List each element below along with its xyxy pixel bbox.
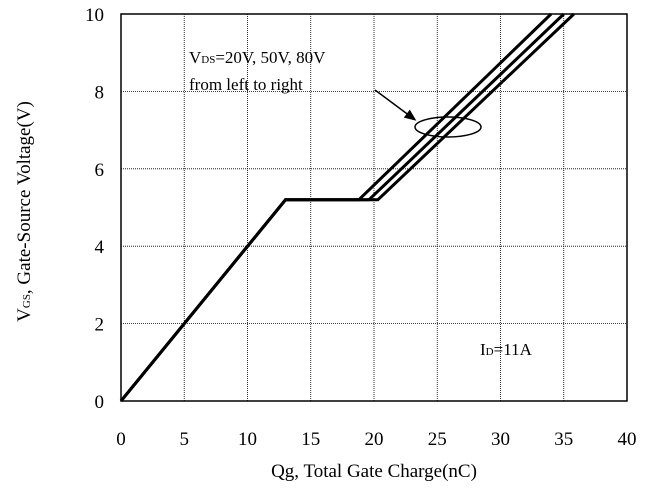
y-tick-labels: 0 2 4 6 8 10 [85, 5, 105, 413]
x-tick-label: 10 [238, 429, 257, 450]
series-line [119, 12, 575, 402]
annotations: VDS=20V, 50V, 80V from left to right ID=… [189, 48, 533, 359]
series-line [119, 12, 553, 402]
y-tick-label: 2 [95, 315, 105, 336]
annotation-ellipse [414, 116, 482, 138]
x-tick-label: 15 [301, 429, 320, 450]
x-tick-label: 20 [365, 429, 384, 450]
x-tick-label: 5 [180, 429, 190, 450]
vds-annotation-main: V [189, 48, 202, 67]
x-tick-label: 0 [116, 429, 126, 450]
id-annotation: ID=11A [480, 340, 533, 359]
y-tick-label: 4 [95, 237, 105, 258]
y-axis-title-rest: , Gate-Source Voltage(V) [14, 101, 35, 294]
vds-annotation-rest: =20V, 50V, 80V [215, 48, 326, 67]
annotation-arrowhead [403, 109, 417, 121]
grid [121, 14, 627, 401]
y-axis-title-sub: GS [21, 294, 33, 308]
x-tick-labels: 0 5 10 15 20 25 30 35 40 [116, 429, 636, 450]
series-layer [119, 12, 575, 402]
y-axis-title: VGS, Gate-Source Voltage(V) [14, 101, 35, 322]
vds-annotation-sub: DS [201, 54, 215, 66]
y-tick-label: 10 [85, 5, 104, 26]
vds-annotation: VDS=20V, 50V, 80V [189, 48, 326, 67]
x-tick-label: 35 [554, 429, 573, 450]
order-annotation: from left to right [189, 75, 303, 94]
y-tick-label: 0 [95, 392, 105, 413]
x-tick-label: 30 [491, 429, 510, 450]
y-axis-title-main: V [14, 308, 35, 322]
plot-frame [120, 13, 628, 402]
id-annotation-rest: =11A [494, 340, 533, 359]
x-tick-label: 40 [618, 429, 637, 450]
x-axis-title: Qg, Total Gate Charge(nC) [271, 461, 477, 482]
y-tick-label: 6 [95, 160, 105, 181]
id-annotation-sub: D [486, 346, 494, 358]
y-tick-label: 8 [95, 82, 105, 103]
id-annotation-main: I [480, 340, 486, 359]
x-tick-label: 25 [428, 429, 447, 450]
